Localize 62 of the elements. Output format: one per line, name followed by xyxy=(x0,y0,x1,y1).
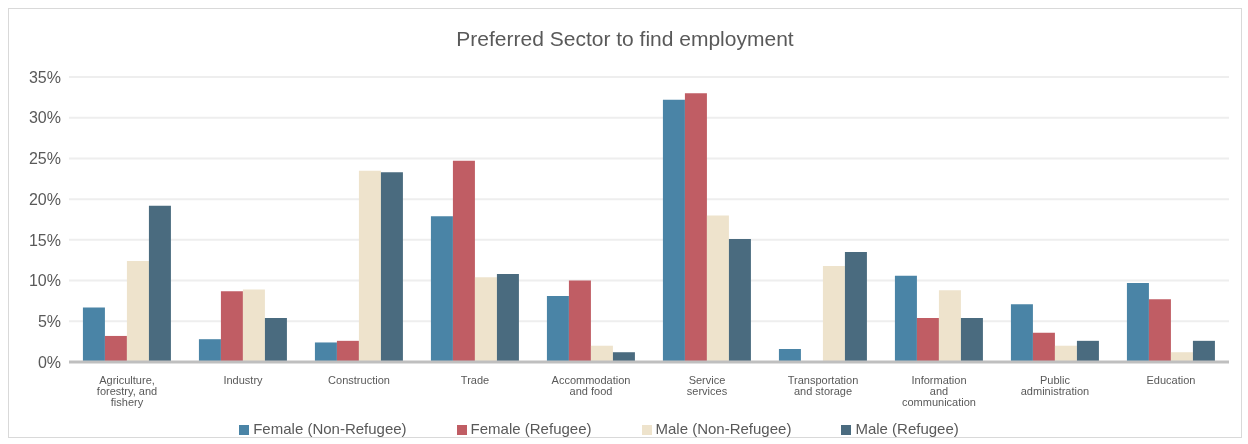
bar xyxy=(590,345,613,362)
bar xyxy=(336,340,359,362)
bar xyxy=(568,280,591,362)
y-tick-label: 25% xyxy=(28,150,61,168)
bar xyxy=(474,277,497,362)
bar xyxy=(662,99,685,362)
legend-label: Female (Refugee) xyxy=(470,420,592,437)
bar xyxy=(822,265,845,362)
bar xyxy=(1148,299,1171,362)
x-tick-label: Information and communication xyxy=(902,373,976,408)
bar xyxy=(1076,340,1099,362)
y-tick-label: 10% xyxy=(28,272,61,290)
bar xyxy=(380,172,403,362)
bar xyxy=(728,239,751,362)
bar xyxy=(82,307,105,362)
legend-label: Male (Refugee) xyxy=(855,420,959,437)
bar xyxy=(430,216,453,362)
bar xyxy=(220,291,243,362)
bar xyxy=(1170,352,1193,362)
x-tick-label: Construction xyxy=(328,373,390,386)
x-tick-label: Trade xyxy=(460,373,490,386)
bar xyxy=(496,274,519,362)
bar xyxy=(104,335,127,362)
bar xyxy=(358,170,381,362)
bar xyxy=(1126,283,1149,362)
bar xyxy=(264,318,287,362)
bar xyxy=(844,252,867,362)
bar xyxy=(916,318,939,362)
bar xyxy=(546,296,569,362)
x-tick-label: Industry xyxy=(223,373,264,386)
x-tick-label: Accommodation and food xyxy=(551,373,631,397)
bar xyxy=(1032,332,1055,362)
bar xyxy=(938,290,961,362)
bar xyxy=(314,342,337,362)
y-tick-label: 30% xyxy=(28,109,61,127)
bar xyxy=(960,318,983,362)
x-tick-label: Public administration xyxy=(1020,373,1090,397)
y-tick-label: 20% xyxy=(28,190,61,208)
bar xyxy=(1054,345,1077,362)
bar xyxy=(778,348,801,362)
bar xyxy=(894,275,917,362)
bar xyxy=(684,93,707,362)
legend-label: Male (Non-Refugee) xyxy=(655,420,792,437)
bar xyxy=(612,352,635,362)
y-tick-label: 5% xyxy=(37,312,61,330)
bar xyxy=(1192,340,1215,362)
x-tick-label: Education xyxy=(1146,373,1196,386)
bar xyxy=(706,215,729,362)
y-tick-label: 0% xyxy=(37,353,61,371)
x-tick-label: Transportation and storage xyxy=(787,373,859,397)
bar xyxy=(148,205,171,362)
bar xyxy=(452,160,475,362)
bar xyxy=(1010,304,1033,362)
chart-title: Preferred Sector to find employment xyxy=(455,26,795,52)
x-tick-label: Agriculture, forestry, and fishery xyxy=(96,373,158,408)
bar xyxy=(242,289,265,362)
x-tick-label: Service services xyxy=(686,373,728,397)
bar xyxy=(126,261,149,362)
y-tick-label: 35% xyxy=(28,68,61,86)
y-tick-label: 15% xyxy=(28,231,61,249)
legend-label: Female (Non-Refugee) xyxy=(253,420,407,437)
bar xyxy=(198,339,221,362)
